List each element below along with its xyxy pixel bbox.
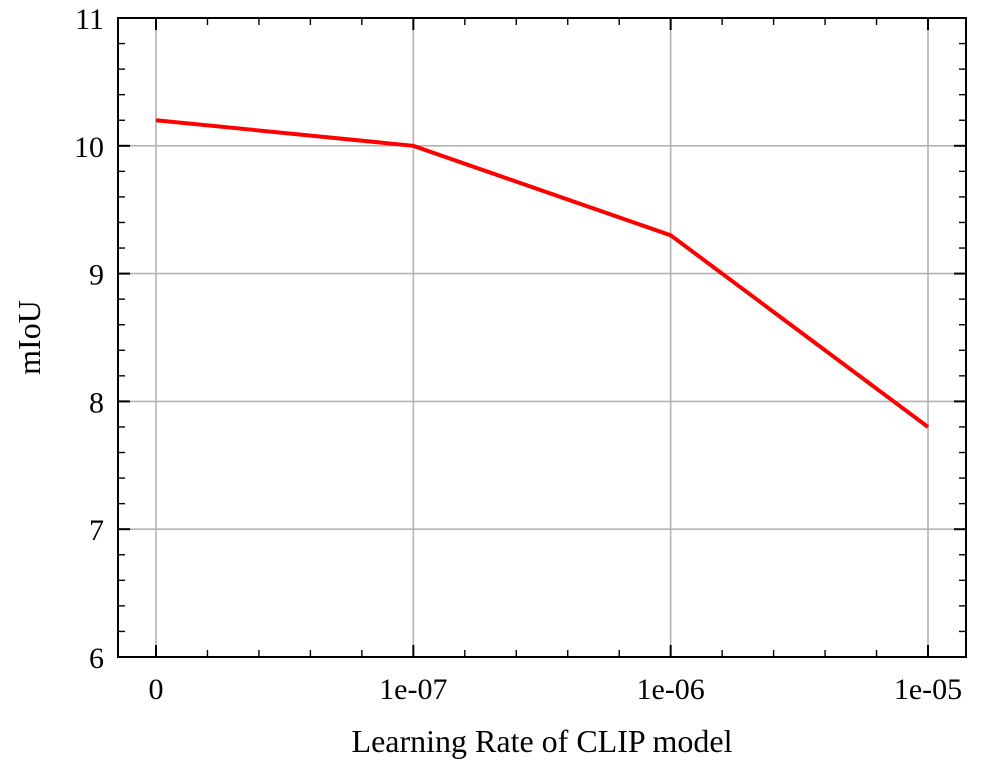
minor-ticks [118, 18, 966, 657]
x-tick-label: 1e-05 [894, 673, 962, 706]
major-ticks [118, 17, 966, 658]
x-tick-label: 1e-07 [379, 673, 447, 706]
y-tick-labels: 6 7 8 9 10 11 [74, 3, 104, 675]
x-tick-label: 1e-06 [637, 673, 705, 706]
y-axis-label: mIoU [11, 300, 47, 375]
series-layer [155, 118, 930, 429]
series-line [155, 118, 930, 429]
y-tick-label: 10 [74, 131, 104, 164]
x-axis-label: Learning Rate of CLIP model [352, 723, 733, 759]
grid [118, 18, 966, 657]
x-tick-label: 0 [149, 673, 164, 706]
y-tick-label: 6 [89, 642, 104, 675]
x-tick-labels: 0 1e-07 1e-06 1e-05 [149, 673, 963, 706]
y-tick-label: 7 [89, 514, 104, 547]
plot-frame [117, 17, 967, 658]
y-tick-label: 9 [89, 259, 104, 292]
y-tick-label: 11 [75, 3, 104, 36]
y-tick-label: 8 [89, 386, 104, 419]
